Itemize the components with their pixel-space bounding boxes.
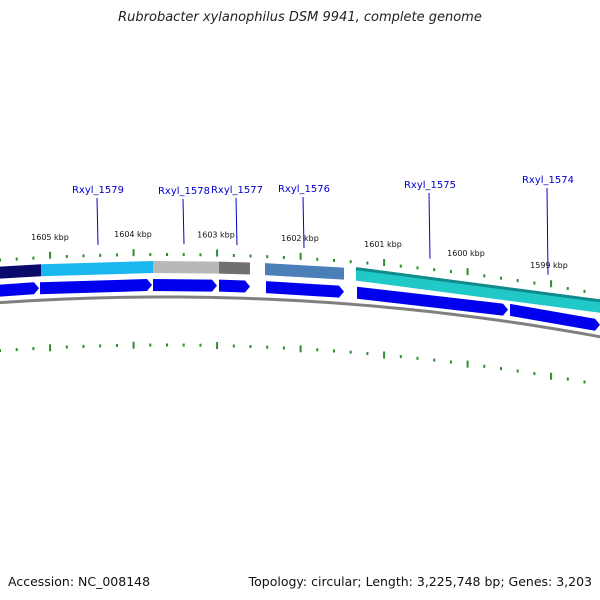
- feature-segment-edge: [355, 267, 600, 303]
- gene-leader-line: [182, 198, 185, 245]
- gene-leader-line: [546, 187, 549, 275]
- ruler-label: 1603 kbp: [197, 231, 235, 240]
- ruler-label: 1602 kbp: [281, 234, 319, 243]
- gene-label: Rxyl_1576: [278, 184, 330, 195]
- ruler-label: 1604 kbp: [114, 230, 152, 239]
- gene-arrow: [219, 279, 250, 293]
- ruler-label: 1601 kbp: [364, 240, 402, 249]
- gene-arrow: [40, 279, 152, 295]
- gene-leader-line: [96, 197, 99, 245]
- feature-segment: [153, 261, 219, 274]
- feature-segment: [41, 261, 153, 277]
- ruler-label: 1599 kbp: [530, 261, 568, 270]
- gene-arrow: [153, 279, 217, 292]
- gene-label: Rxyl_1574: [522, 175, 574, 186]
- gene-arrow: [0, 282, 39, 297]
- topology-text: Topology: circular; Length: 3,225,748 bp…: [248, 574, 592, 589]
- gene-arrow: [266, 281, 344, 298]
- feature-segment: [219, 261, 250, 275]
- gene-label: Rxyl_1577: [211, 185, 263, 196]
- gene-leader-line: [235, 197, 238, 246]
- gene-label: Rxyl_1579: [72, 185, 124, 196]
- gene-label: Rxyl_1575: [404, 180, 456, 191]
- gene-leader-line: [302, 196, 305, 249]
- feature-segment: [356, 268, 600, 313]
- gene-label: Rxyl_1578: [158, 186, 210, 197]
- gene-arrow: [357, 286, 508, 316]
- ruler-label: 1605 kbp: [31, 233, 69, 242]
- accession-text: Accession: NC_008148: [8, 574, 151, 589]
- map-title: Rubrobacter xylanophilus DSM 9941, compl…: [118, 10, 482, 25]
- feature-segment: [0, 264, 41, 279]
- ruler-label: 1600 kbp: [447, 249, 485, 258]
- gene-leader-line: [428, 192, 431, 259]
- genome-backbone: [0, 295, 600, 339]
- gene-arrow: [510, 303, 600, 331]
- feature-segment: [265, 263, 344, 280]
